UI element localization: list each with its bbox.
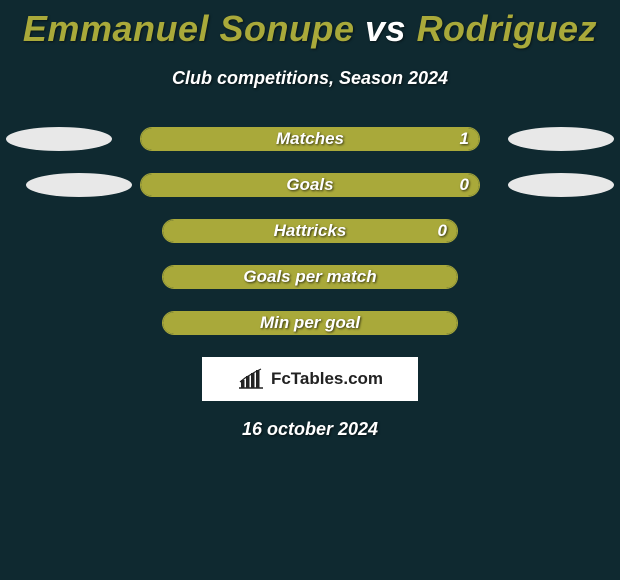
player2-ellipse (508, 127, 614, 151)
player2-name: Rodriguez (417, 8, 598, 49)
logo-text: FcTables.com (271, 369, 383, 389)
date-text: 16 october 2024 (0, 419, 620, 440)
stat-row: Matches 1 (0, 127, 620, 151)
stat-value: 1 (460, 129, 469, 149)
stat-value: 0 (438, 221, 447, 241)
subtitle: Club competitions, Season 2024 (0, 68, 620, 89)
stat-bar: Goals 0 (140, 173, 480, 197)
stat-bar: Hattricks 0 (162, 219, 458, 243)
stat-value: 0 (460, 175, 469, 195)
stat-label: Goals per match (243, 267, 376, 287)
logo-wrap: FcTables.com (0, 357, 620, 401)
stat-row: Min per goal (0, 311, 620, 335)
stat-label: Matches (276, 129, 344, 149)
comparison-title: Emmanuel Sonupe vs Rodriguez (0, 0, 620, 50)
stat-row: Goals 0 (0, 173, 620, 197)
player1-ellipse (6, 127, 112, 151)
stats-container: Matches 1 Goals 0 Hattricks 0 Goals per match M… (0, 127, 620, 335)
logo-box: FcTables.com (202, 357, 418, 401)
player2-ellipse (508, 173, 614, 197)
stat-row: Goals per match (0, 265, 620, 289)
bar-chart-icon (237, 368, 265, 390)
vs-separator: vs (365, 8, 406, 49)
player1-ellipse (26, 173, 132, 197)
player1-name: Emmanuel Sonupe (23, 8, 355, 49)
stat-bar: Goals per match (162, 265, 458, 289)
stat-bar: Matches 1 (140, 127, 480, 151)
stat-label: Hattricks (274, 221, 347, 241)
stat-label: Goals (286, 175, 333, 195)
stat-bar: Min per goal (162, 311, 458, 335)
stat-label: Min per goal (260, 313, 360, 333)
stat-row: Hattricks 0 (0, 219, 620, 243)
